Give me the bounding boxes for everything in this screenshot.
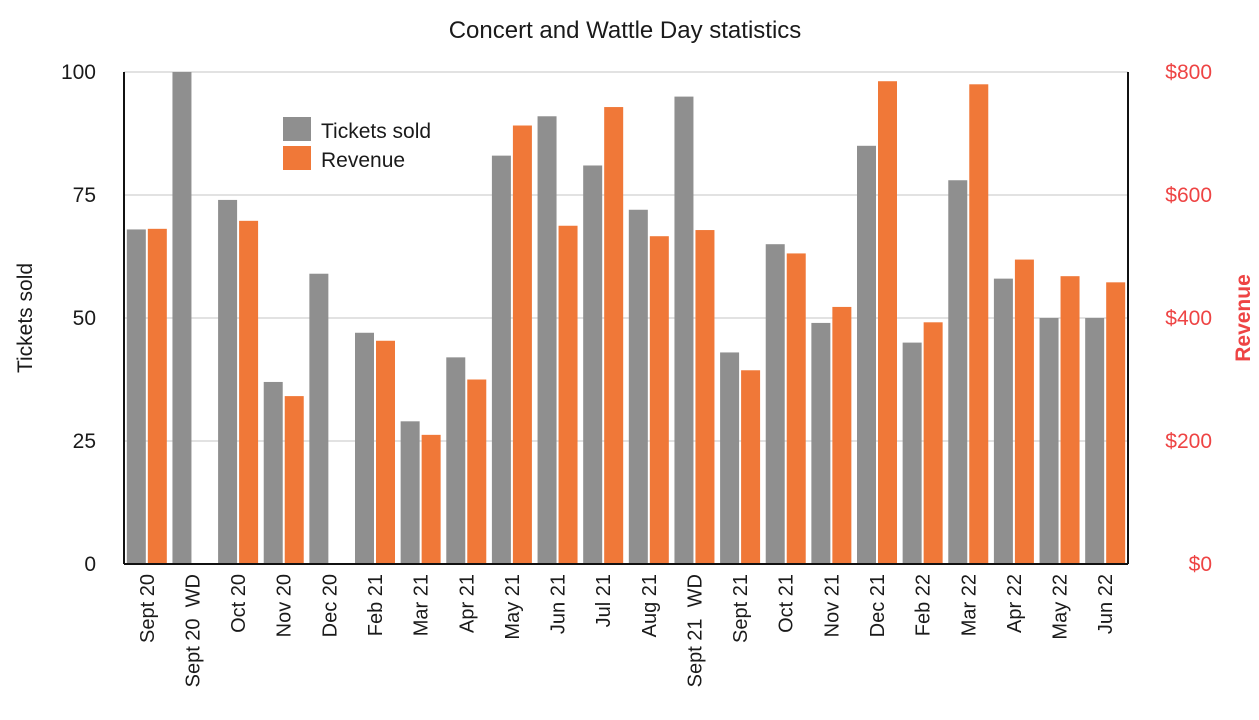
bar-tickets-sold <box>263 381 283 564</box>
bar-revenue <box>239 220 259 564</box>
bar-revenue <box>1106 282 1126 564</box>
bar-revenue <box>649 236 669 564</box>
bar-revenue <box>923 322 943 564</box>
bar-tickets-sold <box>720 352 740 564</box>
x-tick-label: Dec 20 <box>319 574 341 637</box>
bar-revenue <box>1060 276 1080 564</box>
bar-tickets-sold <box>126 229 146 564</box>
bar-revenue <box>558 225 578 564</box>
x-tick-label: Nov 20 <box>274 574 296 637</box>
bar-tickets-sold <box>537 116 557 564</box>
bar-tickets-sold <box>309 273 329 564</box>
bar-revenue <box>604 107 624 565</box>
x-tick-label: Oct 21 <box>776 574 798 633</box>
x-tick-label: Sept 21 <box>730 574 752 643</box>
left-tick-label: 0 <box>84 553 96 576</box>
bar-revenue <box>284 396 304 564</box>
right-tick-label: $0 <box>1189 553 1212 576</box>
bar-revenue <box>786 253 806 565</box>
bar-tickets-sold <box>857 145 876 565</box>
chart-title: Concert and Wattle Day statistics <box>449 17 802 44</box>
left-tick-label: 25 <box>73 430 96 453</box>
x-tick-label: Sept 20 <box>137 574 159 643</box>
x-tick-label: Sept 21 WD <box>684 574 706 687</box>
bar-revenue <box>376 340 395 564</box>
legend-label-tickets: Tickets sold <box>321 120 431 143</box>
bar-tickets-sold <box>765 244 785 564</box>
x-tick-label: Sept 20 WD <box>182 574 204 687</box>
right-tick-label: $800 <box>1165 61 1212 84</box>
bar-revenue <box>969 84 989 565</box>
x-tick-label: Apr 22 <box>1004 574 1026 633</box>
x-axis-ticks: Sept 20 Sept 20 WD Oct 20 Nov 20 Dec 20 Feb 2… <box>137 574 1117 687</box>
legend: Tickets sold Revenue <box>283 117 431 172</box>
bar-tickets-sold <box>993 278 1013 564</box>
right-tick-label: $400 <box>1165 307 1212 330</box>
legend-swatch-tickets <box>283 117 311 141</box>
x-tick-label: Dec 21 <box>867 574 889 637</box>
bar-tickets-sold <box>218 199 238 565</box>
bar-revenue <box>695 230 715 564</box>
left-axis-label: Tickets sold <box>14 263 37 373</box>
left-tick-label: 75 <box>73 184 96 207</box>
bar-tickets-sold <box>811 322 831 564</box>
x-tick-label: Feb 22 <box>913 574 935 636</box>
x-tick-label: Jun 22 <box>1095 574 1117 634</box>
bar-revenue <box>147 228 167 564</box>
bar-revenue <box>421 434 441 564</box>
right-tick-label: $600 <box>1165 184 1212 207</box>
bar-tickets-sold <box>1085 318 1105 564</box>
bar-tickets-sold <box>1039 318 1059 564</box>
x-tick-label: Mar 21 <box>411 574 433 636</box>
x-tick-label: Oct 20 <box>228 574 250 633</box>
x-tick-label: Jun 21 <box>548 574 570 634</box>
bar-revenue <box>832 306 852 564</box>
x-tick-label: Mar 22 <box>958 574 980 636</box>
bar-revenue <box>741 370 761 564</box>
bar-revenue <box>467 379 487 564</box>
bar-tickets-sold <box>446 357 466 564</box>
legend-label-revenue: Revenue <box>321 149 405 172</box>
x-tick-label: Aug 21 <box>639 574 661 637</box>
x-tick-label: Nov 21 <box>821 574 843 637</box>
legend-swatch-revenue <box>283 146 311 170</box>
bar-tickets-sold <box>172 72 192 564</box>
bars <box>126 72 1126 565</box>
bar-tickets-sold <box>628 209 648 564</box>
bar-tickets-sold <box>902 342 922 564</box>
x-tick-label: Apr 21 <box>456 574 478 633</box>
bar-tickets-sold <box>491 155 511 564</box>
x-tick-label: Feb 21 <box>365 574 387 636</box>
axes <box>123 72 1129 565</box>
bar-revenue <box>878 81 897 564</box>
bar-tickets-sold <box>583 165 603 565</box>
right-axis-label: Revenue <box>1232 274 1255 362</box>
x-tick-label: May 21 <box>502 574 524 640</box>
bar-tickets-sold <box>400 421 420 564</box>
left-tick-label: 100 <box>61 61 96 84</box>
bar-tickets-sold <box>674 96 694 564</box>
bar-revenue <box>512 125 532 564</box>
bar-tickets-sold <box>948 180 968 565</box>
bar-revenue <box>1014 259 1034 564</box>
bar-tickets-sold <box>355 332 374 564</box>
x-tick-label: Jul 21 <box>593 574 615 627</box>
left-tick-label: 50 <box>73 307 96 330</box>
x-tick-label: May 22 <box>1050 574 1072 640</box>
right-tick-label: $200 <box>1165 430 1212 453</box>
left-axis-ticks: 0 25 50 75 100 <box>61 61 96 576</box>
right-axis-ticks: $0 $200 $400 $600 $800 <box>1165 61 1212 576</box>
